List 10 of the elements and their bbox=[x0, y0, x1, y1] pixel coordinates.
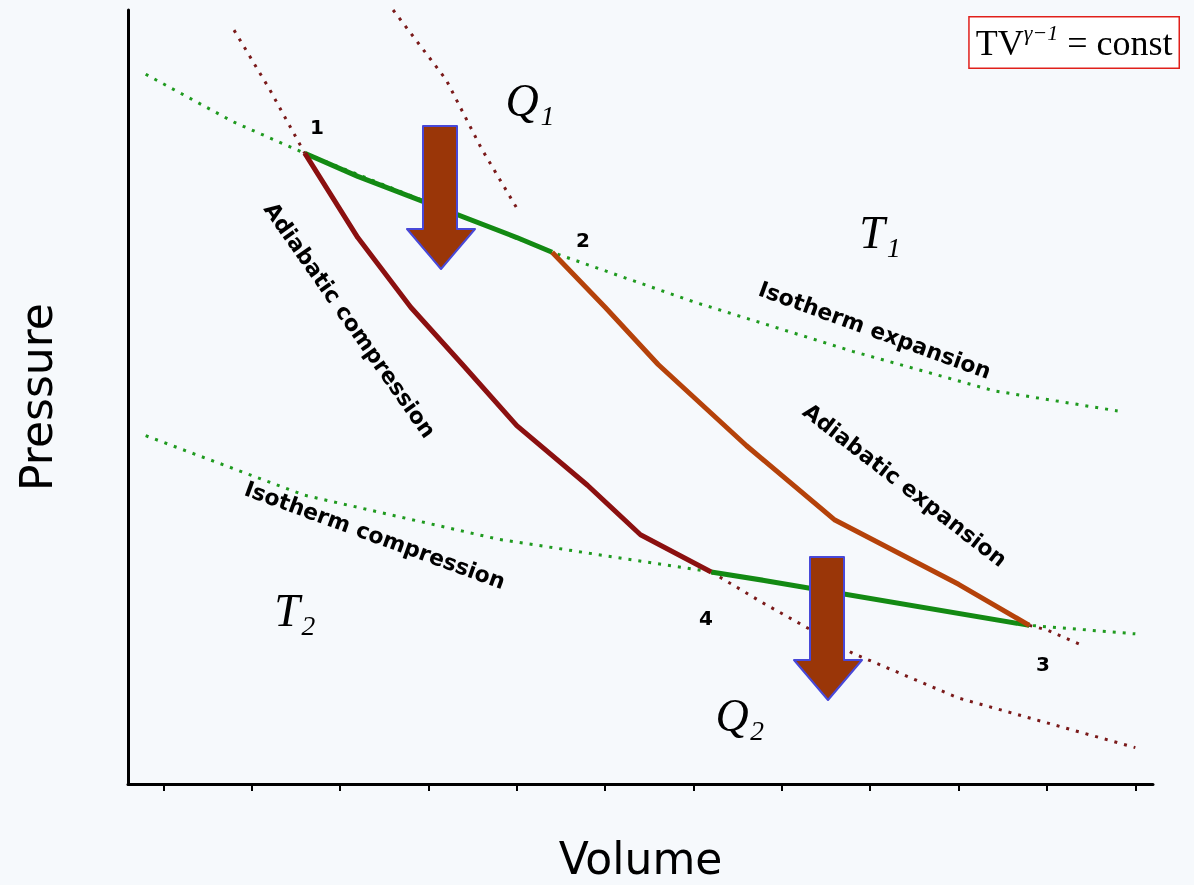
annotation: T₁ bbox=[859, 206, 901, 258]
annotation: 2 bbox=[576, 228, 590, 252]
annotation: 1 bbox=[310, 115, 324, 139]
annotation: 4 bbox=[699, 606, 713, 630]
y-axis-title: Pressure bbox=[10, 303, 62, 491]
x-axis-title: Volume bbox=[558, 832, 723, 884]
annotation: 3 bbox=[1036, 652, 1050, 676]
annotation: Q₂ bbox=[715, 689, 765, 741]
annotation: Q₁ bbox=[505, 74, 555, 126]
annotation: T₂ bbox=[274, 584, 316, 636]
